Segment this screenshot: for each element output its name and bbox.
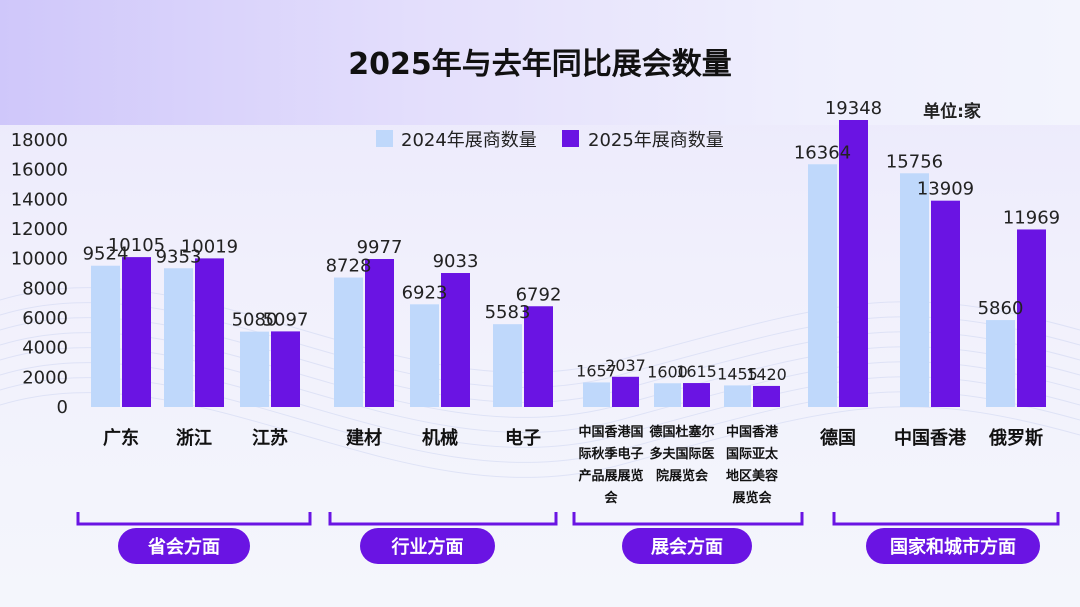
- legend-swatch-2024: [376, 130, 393, 147]
- legend: 2024年展商数量 2025年展商数量: [376, 130, 724, 151]
- data-label: 10105: [108, 235, 165, 256]
- bar-2025: [931, 200, 960, 407]
- group-labels: 省会方面 行业方面 展会方面 国家和城市方面: [76, 512, 1060, 564]
- bar-2025: [1017, 229, 1046, 407]
- data-label: 1615: [676, 362, 717, 381]
- bar-2025: [271, 331, 300, 407]
- y-tick-label: 2000: [22, 367, 68, 388]
- y-tick-label: 18000: [11, 130, 68, 151]
- data-label: 13909: [917, 179, 974, 200]
- group-pill: [118, 528, 250, 564]
- bar-2025: [195, 258, 224, 407]
- bar-2024: [334, 277, 363, 407]
- bar-2024: [91, 265, 120, 407]
- legend-swatch-2025: [562, 130, 579, 147]
- y-axis: 0 2000 4000 6000 8000 10000 12000 14000 16000 180…: [11, 130, 68, 418]
- bar-2024: [240, 331, 269, 407]
- data-label: 15756: [886, 151, 943, 172]
- data-label: 11969: [1003, 207, 1060, 228]
- category-label: 中国香港: [894, 427, 967, 449]
- data-label: 9353: [156, 246, 202, 267]
- y-tick-label: 4000: [22, 338, 68, 359]
- category-label: 中国香港国际亚太地区美容展览会: [726, 424, 779, 506]
- group-label: 行业方面: [391, 536, 464, 558]
- data-label: 19348: [825, 98, 882, 119]
- bar-2024: [900, 173, 929, 407]
- bar-2024: [808, 164, 837, 407]
- data-label: 2037: [605, 356, 646, 375]
- data-label: 6923: [402, 282, 448, 303]
- category-label: 建材: [346, 427, 382, 449]
- category-label: 浙江: [176, 427, 212, 449]
- group-bracket: [832, 512, 1060, 526]
- bar-2025: [753, 385, 780, 407]
- legend-label-2025: 2025年展商数量: [588, 130, 724, 151]
- category-label: 电子: [505, 427, 541, 449]
- data-label: 5583: [485, 302, 531, 323]
- chart-title: 2025年与去年同比展会数量: [348, 47, 732, 82]
- unit-label: 单位:家: [923, 101, 981, 122]
- y-tick-label: 10000: [11, 249, 68, 270]
- bar-2025: [839, 120, 868, 407]
- data-label: 8728: [326, 256, 372, 277]
- data-label: 1420: [746, 365, 787, 384]
- legend-label-2024: 2024年展商数量: [401, 130, 537, 151]
- data-label: 9977: [357, 237, 403, 258]
- group-pill: [622, 528, 752, 564]
- category-label: 机械: [422, 427, 458, 449]
- category-label: 俄罗斯: [988, 427, 1043, 449]
- bar-2025: [441, 273, 470, 407]
- group-label: 国家和城市方面: [890, 536, 1016, 558]
- bar-2025: [612, 376, 639, 407]
- y-tick-label: 16000: [11, 160, 68, 181]
- bars: [91, 120, 1046, 407]
- bar-2024: [724, 385, 751, 407]
- data-label: 16364: [794, 142, 851, 163]
- group-bracket: [328, 512, 558, 526]
- y-tick-label: 8000: [22, 278, 68, 299]
- group-pill: [866, 528, 1040, 564]
- data-label: 5860: [978, 298, 1024, 319]
- y-tick-label: 6000: [22, 308, 68, 329]
- y-tick-label: 0: [57, 397, 68, 418]
- group-pill: [360, 528, 495, 564]
- data-label: 1455: [717, 364, 758, 383]
- data-label: 9524: [83, 244, 129, 265]
- category-label: 江苏: [252, 427, 288, 449]
- bar-2025: [524, 306, 553, 407]
- bar-2024: [410, 304, 439, 407]
- bar-2025: [683, 383, 710, 407]
- bar-2025: [365, 259, 394, 407]
- bar-2025: [122, 257, 151, 407]
- bar-2024: [986, 320, 1015, 407]
- group-label: 展会方面: [651, 536, 723, 558]
- data-label: 1657: [576, 361, 617, 380]
- group-bracket: [76, 512, 312, 526]
- header-band: [0, 0, 1080, 125]
- category-label: 中国香港国际秋季电子产品展展览会: [578, 424, 643, 506]
- bar-2024: [654, 383, 681, 407]
- data-label: 6792: [516, 284, 562, 305]
- bar-2024: [493, 324, 522, 407]
- category-label: 德国杜塞尔多夫国际医院展览会: [649, 424, 714, 484]
- category-label: 广东: [103, 427, 139, 449]
- data-label: 10019: [181, 236, 238, 257]
- bar-2024: [164, 268, 193, 407]
- y-tick-label: 12000: [11, 219, 68, 240]
- category-labels: 广东 浙江 江苏 建材 机械 电子 中国香港国际秋季电子产品展展览会德国杜塞尔多夫国际医院展…: [103, 424, 1043, 506]
- group-bracket: [572, 512, 804, 526]
- bar-2024: [583, 382, 610, 407]
- data-label: 5080: [232, 310, 278, 331]
- y-tick-label: 14000: [11, 189, 68, 210]
- category-label: 德国: [820, 427, 856, 449]
- data-label: 1600: [647, 362, 688, 381]
- data-label: 9033: [433, 251, 479, 272]
- group-label: 省会方面: [147, 536, 220, 558]
- data-label: 5097: [263, 309, 309, 330]
